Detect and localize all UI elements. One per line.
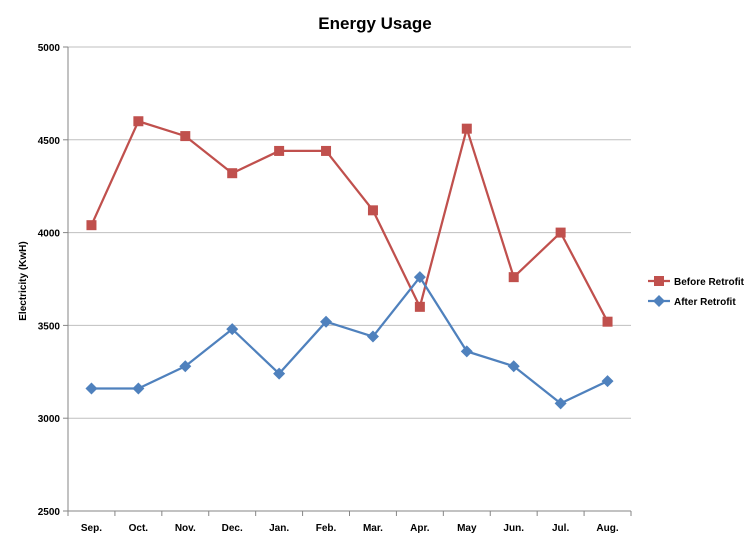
data-point	[601, 375, 614, 388]
data-point	[85, 382, 98, 395]
series-line-after-retrofit	[91, 276, 609, 405]
data-point	[414, 301, 425, 312]
data-point	[180, 131, 191, 142]
y-tick-label: 5000	[38, 43, 61, 54]
x-tick-label: Jun.	[503, 523, 524, 534]
x-tick-label: Mar.	[363, 523, 383, 534]
legend-label: Before Retrofit	[674, 277, 745, 288]
axes: 2500 3000 3500 4000 4500 5000 Sep. Oct. Nov. Dec.…	[38, 43, 632, 534]
x-tick-label: May	[457, 523, 477, 534]
x-tick-label: Aug.	[596, 523, 618, 534]
x-tick-label: Apr.	[410, 523, 430, 534]
data-point	[86, 220, 97, 231]
legend-label: After Retrofit	[674, 297, 736, 308]
data-point	[227, 168, 238, 179]
y-tick-label: 4500	[38, 136, 61, 147]
y-tick-label: 3000	[38, 414, 61, 425]
data-point	[273, 367, 286, 380]
legend: Before Retrofit After Retrofit	[648, 276, 745, 308]
series-line-before-retrofit	[90, 120, 609, 323]
data-point	[367, 205, 378, 216]
legend-item-after-retrofit: After Retrofit	[648, 295, 736, 308]
data-point	[226, 323, 239, 336]
data-point	[320, 315, 333, 328]
data-point	[460, 345, 473, 358]
data-point	[133, 116, 144, 127]
legend-marker	[653, 295, 665, 307]
data-point	[413, 271, 426, 284]
data-point	[274, 145, 285, 156]
y-tick-label: 4000	[38, 229, 61, 240]
series-after-retrofit	[85, 271, 614, 410]
x-tick-label: Sep.	[81, 523, 102, 534]
y-axis-label: Electricity (KwH)	[18, 241, 29, 320]
data-point	[508, 272, 519, 283]
x-tick-label: Nov.	[175, 523, 196, 534]
data-point	[555, 227, 566, 238]
data-point	[507, 360, 520, 373]
data-point	[321, 145, 332, 156]
data-point	[179, 360, 192, 373]
legend-marker	[654, 276, 664, 286]
y-tick-label: 3500	[38, 321, 61, 332]
legend-item-before-retrofit: Before Retrofit	[648, 276, 745, 288]
series-layer	[85, 116, 614, 410]
x-tick-label: Feb.	[316, 523, 337, 534]
x-tick-label: Jan.	[269, 523, 289, 534]
data-point	[132, 382, 145, 395]
y-tick-label: 2500	[38, 507, 61, 518]
x-tick-label: Dec.	[222, 523, 243, 534]
x-tick-label: Jul.	[552, 523, 569, 534]
data-point	[461, 123, 472, 134]
gridlines	[68, 46, 631, 419]
series-before-retrofit	[86, 116, 613, 327]
data-point	[554, 397, 567, 410]
data-point	[602, 316, 613, 327]
data-point	[366, 330, 379, 343]
x-tick-label: Oct.	[129, 523, 149, 534]
chart-title: Energy Usage	[318, 14, 431, 33]
